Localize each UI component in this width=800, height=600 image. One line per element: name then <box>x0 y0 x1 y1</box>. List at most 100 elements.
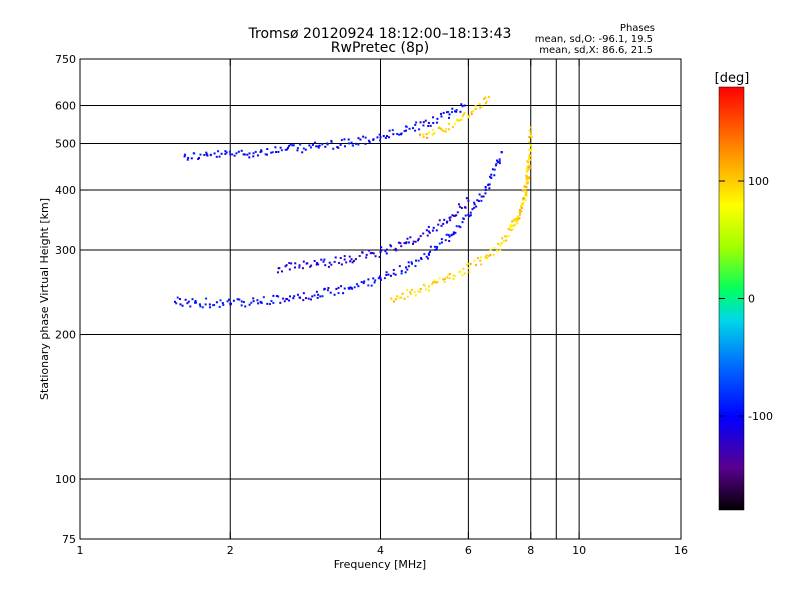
echo-point <box>224 150 227 153</box>
echo-point <box>270 151 273 154</box>
echo-point <box>523 185 526 188</box>
echo-point <box>448 239 451 242</box>
echo-point <box>302 299 305 302</box>
echo-point <box>378 255 381 258</box>
echo-point <box>293 295 296 298</box>
echo-point <box>409 236 412 239</box>
echo-point <box>526 182 529 185</box>
echo-point <box>264 153 267 156</box>
echo-point <box>357 285 360 288</box>
echo-point <box>427 285 430 288</box>
echo-point <box>438 277 441 280</box>
echo-point <box>513 218 516 221</box>
echo-point <box>252 300 255 303</box>
echo-point <box>474 105 477 108</box>
echo-point <box>518 211 521 214</box>
echo-point <box>403 130 406 133</box>
echo-point <box>429 124 432 127</box>
echo-point <box>184 153 187 156</box>
echo-point <box>372 138 375 141</box>
echo-point <box>225 151 228 154</box>
echo-point <box>389 244 392 247</box>
echo-point <box>442 129 445 132</box>
echo-point <box>456 211 459 214</box>
echo-point <box>256 299 259 302</box>
echo-point <box>480 199 483 202</box>
echo-point <box>242 153 245 156</box>
echo-point <box>445 127 448 130</box>
colorbar-tick-label: -100 <box>748 410 773 423</box>
echo-point <box>485 254 488 257</box>
echo-point <box>429 250 432 253</box>
echo-point <box>411 288 414 291</box>
echo-point <box>301 151 304 154</box>
echo-point <box>248 303 251 306</box>
echo-point <box>427 230 430 233</box>
echo-point <box>417 290 420 293</box>
echo-point <box>444 239 447 242</box>
echo-point <box>437 223 440 226</box>
echo-point <box>468 271 471 274</box>
echo-point <box>219 299 222 302</box>
echo-point <box>452 126 455 129</box>
x-axis-label: Frequency [MHz] <box>334 558 426 571</box>
echo-point <box>528 156 531 159</box>
echo-point <box>186 302 189 305</box>
echo-point <box>323 287 326 290</box>
echo-point <box>451 111 454 114</box>
echo-point <box>514 223 517 226</box>
echo-point <box>398 133 401 136</box>
echo-point <box>220 152 223 155</box>
y-tick-label: 300 <box>55 244 76 257</box>
echo-point <box>476 199 479 202</box>
echo-point <box>383 277 386 280</box>
echo-point <box>315 145 318 148</box>
echo-point <box>336 146 339 149</box>
echo-point <box>277 295 280 298</box>
echo-point <box>497 243 500 246</box>
x-tick-label: 4 <box>377 544 384 557</box>
x-tick-label: 6 <box>465 544 472 557</box>
echo-point <box>370 251 373 254</box>
echo-point <box>530 132 533 135</box>
echo-point <box>468 262 471 265</box>
echo-point <box>235 152 238 155</box>
echo-point <box>384 250 387 253</box>
echo-point <box>406 237 409 240</box>
echo-point <box>469 262 472 265</box>
echo-point <box>529 166 532 169</box>
echo-point <box>332 147 335 150</box>
echo-point <box>447 273 450 276</box>
echo-point <box>449 219 452 222</box>
echo-point <box>482 97 485 100</box>
echo-point <box>474 107 477 110</box>
echo-point <box>317 145 320 148</box>
colorbar: [deg] <box>715 71 749 511</box>
echo-point <box>333 260 336 263</box>
echo-point <box>525 170 528 173</box>
echo-point <box>516 222 519 225</box>
echo-point <box>450 233 453 236</box>
echo-point <box>194 300 197 303</box>
echo-point <box>448 113 451 116</box>
echo-point <box>502 240 505 243</box>
echo-point <box>337 146 340 149</box>
echo-point <box>364 142 367 145</box>
echo-point <box>509 226 512 229</box>
echo-point <box>208 303 211 306</box>
echo-point <box>350 258 353 261</box>
echo-point <box>440 238 443 241</box>
echo-point <box>520 205 523 208</box>
echo-point <box>176 296 179 299</box>
echo-point <box>404 271 407 274</box>
echo-point <box>246 153 249 156</box>
echo-point <box>217 150 220 153</box>
echo-point <box>365 256 368 259</box>
echo-point <box>454 275 457 278</box>
echo-point <box>268 303 271 306</box>
echo-point <box>367 278 370 281</box>
echo-point <box>399 242 402 245</box>
echo-point <box>504 235 507 238</box>
echo-point <box>393 300 396 303</box>
echo-point <box>499 244 502 247</box>
